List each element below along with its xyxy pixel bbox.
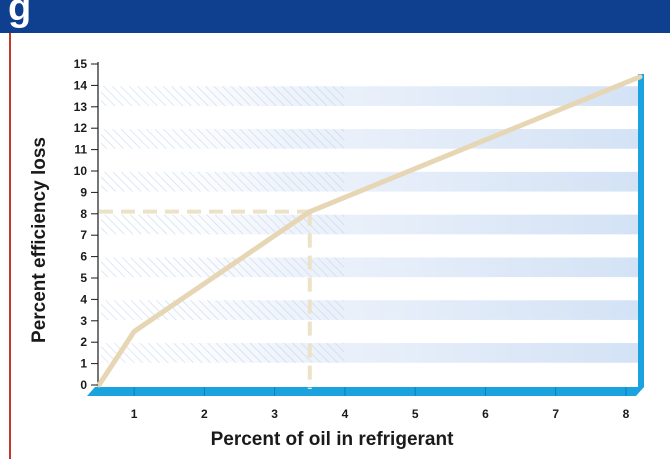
data-point xyxy=(132,329,137,334)
y-tick-label: 6 xyxy=(80,250,87,264)
x-tick-label: 4 xyxy=(342,407,349,421)
y-tick-label: 2 xyxy=(80,335,87,349)
y-tick-label: 14 xyxy=(74,78,88,92)
x-tick-label: 3 xyxy=(271,407,278,421)
axes xyxy=(87,62,644,396)
x-tick-label: 7 xyxy=(552,407,559,421)
grid-band-hatch xyxy=(101,171,345,192)
grid-band-hatch xyxy=(101,343,345,363)
y-tick-label: 9 xyxy=(80,185,87,199)
right-axis-bar xyxy=(638,74,644,393)
x-tick-label: 5 xyxy=(412,407,419,421)
x-tick-label: 6 xyxy=(482,407,489,421)
efficiency-loss-line xyxy=(96,74,643,388)
data-point xyxy=(97,383,101,387)
x-tick-labels: 1 2 3 4 5 6 7 8 xyxy=(131,387,630,421)
y-tick-label: 1 xyxy=(80,357,87,371)
grid-band-hatch xyxy=(101,257,345,278)
y-tick-label: 11 xyxy=(74,143,87,157)
x-axis-bar xyxy=(87,387,644,396)
y-tick-label: 10 xyxy=(74,164,88,178)
y-tick-label: 4 xyxy=(80,292,87,306)
data-point xyxy=(307,209,312,214)
y-tick-label: 5 xyxy=(80,271,87,285)
x-axis-title: Percent of oil in refrigerant xyxy=(211,429,454,450)
grid-band-hatch xyxy=(101,129,345,149)
y-tick-label: 7 xyxy=(80,228,87,242)
series-layer xyxy=(96,74,643,388)
y-axis-title: Percent efficiency loss xyxy=(29,137,50,343)
y-tick-label: 3 xyxy=(80,314,87,328)
y-tick-label: 8 xyxy=(80,207,87,221)
x-tick-label: 8 xyxy=(623,407,630,421)
left-accent-rule xyxy=(9,33,11,459)
x-tick-label: 2 xyxy=(201,407,208,421)
grid-bands xyxy=(101,86,640,363)
x-tick-label: 1 xyxy=(131,407,138,421)
guide-lines xyxy=(99,209,312,389)
data-point xyxy=(638,74,642,79)
y-tick-label: 15 xyxy=(74,57,88,71)
y-tick-label: 0 xyxy=(80,378,87,392)
grid-band-hatch xyxy=(101,86,345,106)
header-bar: g xyxy=(0,0,670,33)
y-tick-label: 13 xyxy=(74,100,88,114)
header-title: g xyxy=(8,0,32,29)
y-tick-label: 12 xyxy=(74,121,88,135)
